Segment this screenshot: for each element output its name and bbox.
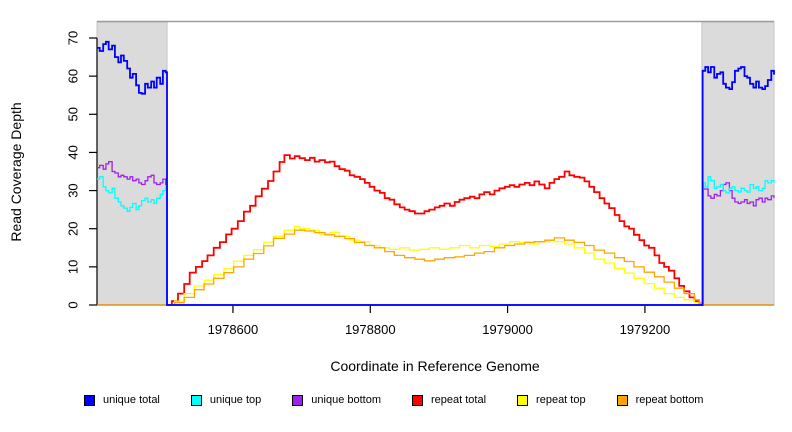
repeat-flank-shading-layer bbox=[96, 21, 775, 306]
coverage-plot-canvas: 0 10 20 30 40 50 60 70 1978600 1978800 1979000 1979… bbox=[8, 20, 775, 374]
repeat-flank-band-right-flank bbox=[701, 21, 775, 306]
series-line-repeat-bottom bbox=[97, 229, 774, 306]
y-tick-label: 0 bbox=[66, 301, 81, 308]
y-tick-label: 40 bbox=[66, 145, 81, 159]
legend-item-unique-total: unique total bbox=[84, 394, 160, 406]
x-tick-label: 1978800 bbox=[345, 322, 396, 337]
legend-label: repeat top bbox=[536, 394, 586, 406]
y-tick-label: 70 bbox=[66, 31, 81, 45]
legend-item-repeat-top: repeat top bbox=[517, 394, 586, 406]
legend-item-unique-bottom: unique bottom bbox=[292, 394, 381, 406]
plot-legend: unique total unique top unique bottom repea… bbox=[0, 394, 792, 406]
x-tick-label: 1979200 bbox=[620, 322, 671, 337]
x-tick-label: 1978600 bbox=[208, 322, 259, 337]
y-tick-label: 30 bbox=[66, 183, 81, 197]
series-line-repeat-top bbox=[167, 225, 700, 306]
series-line-unique-bottom bbox=[97, 160, 775, 306]
legend-label: unique bottom bbox=[311, 394, 381, 406]
series-lines-layer bbox=[97, 40, 775, 306]
y-tick-label: 60 bbox=[66, 69, 81, 83]
legend-item-unique-top: unique top bbox=[190, 394, 262, 406]
legend-label: unique total bbox=[103, 394, 160, 406]
legend-swatch-icon bbox=[190, 394, 202, 406]
legend-swatch-icon bbox=[292, 394, 304, 406]
y-tick-label: 10 bbox=[66, 260, 81, 274]
legend-label: repeat bottom bbox=[635, 394, 704, 406]
series-line-unique-total bbox=[97, 40, 775, 306]
series-line-repeat-total bbox=[167, 154, 703, 306]
legend-item-repeat-bottom: repeat bottom bbox=[616, 394, 704, 406]
y-tick-label: 50 bbox=[66, 107, 81, 121]
x-tick-label: 1979000 bbox=[482, 322, 533, 337]
legend-swatch-icon bbox=[616, 394, 628, 406]
y-tick-label: 20 bbox=[66, 221, 81, 235]
legend-swatch-icon bbox=[517, 394, 529, 406]
legend-item-repeat-total: repeat total bbox=[412, 394, 486, 406]
x-axis-title: Coordinate in Reference Genome bbox=[330, 358, 540, 374]
legend-swatch-icon bbox=[412, 394, 423, 406]
legend-swatch-icon bbox=[84, 394, 95, 406]
legend-label: repeat total bbox=[431, 394, 487, 406]
y-axis-title: Read Coverage Depth bbox=[8, 102, 24, 241]
legend-label: unique top bbox=[209, 394, 262, 406]
axes-layer: 0 10 20 30 40 50 60 70 1978600 1978800 1979000 1979… bbox=[66, 31, 774, 337]
